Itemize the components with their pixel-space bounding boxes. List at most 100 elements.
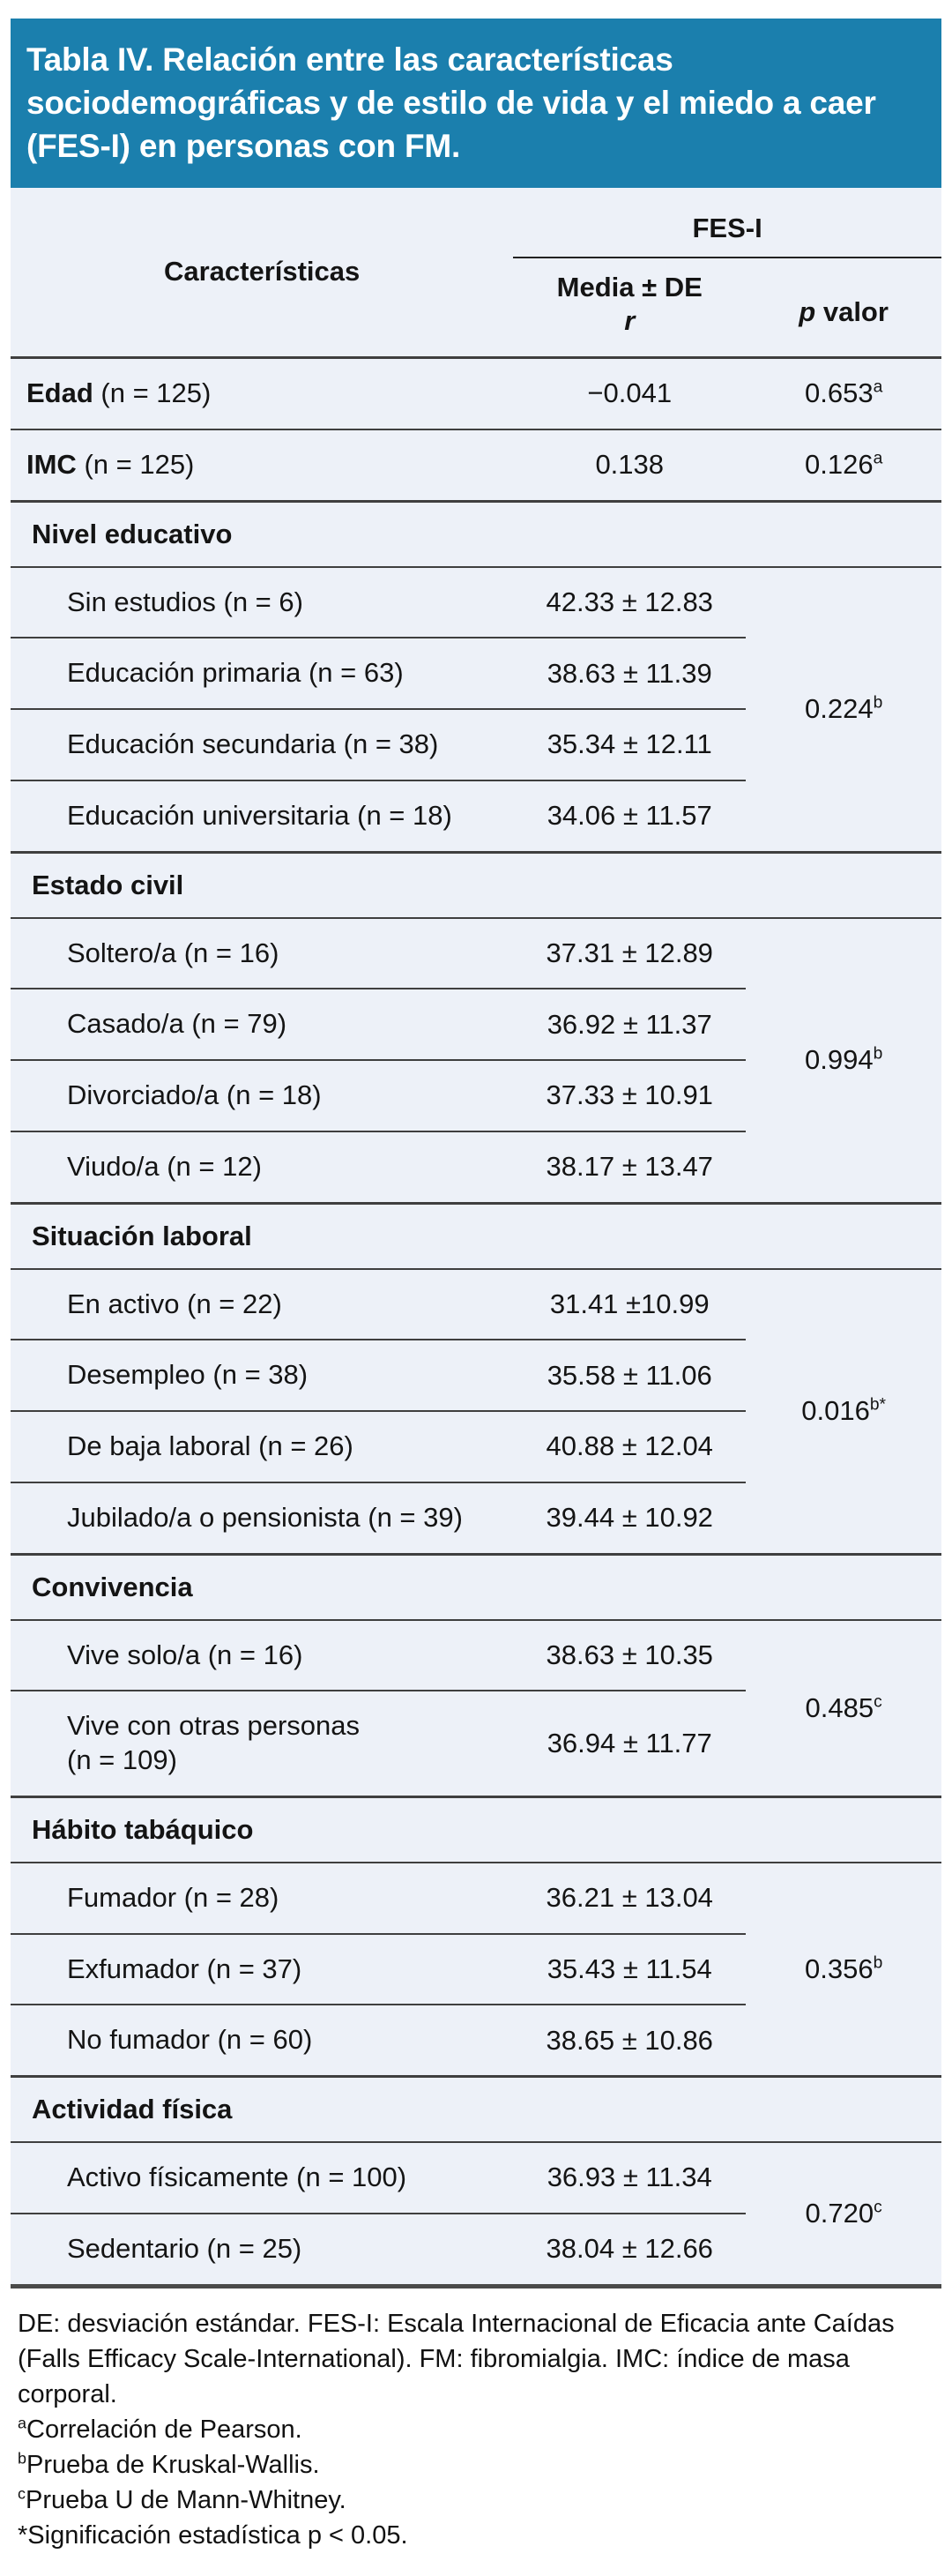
mean-cell: 38.17 ± 13.47 (513, 1131, 747, 1205)
characteristic-n: (n = 125) (76, 448, 195, 480)
table-row: Edad (n = 125) −0.041 0.653a (11, 357, 941, 430)
section-header-label: Estado civil (11, 852, 941, 919)
p-header-italic: p (799, 296, 816, 328)
mean-cell: 34.06 ± 11.57 (513, 780, 747, 854)
characteristic-cell: Educación universitaria (n = 18) (11, 780, 514, 854)
mean-cell: 38.63 ± 11.39 (513, 638, 747, 711)
mean-cell: 38.65 ± 10.86 (513, 2005, 747, 2079)
footnote-marker: c (874, 1692, 882, 1712)
characteristic-cell: De baja laboral (n = 26) (11, 1411, 514, 1483)
characteristic-cell: Vive solo/a (n = 16) (11, 1619, 514, 1692)
footnote-marker: b (873, 1953, 883, 1973)
table-row: Educación secundaria (n = 38) 35.34 ± 12.… (11, 709, 941, 781)
characteristic-n: (n = 125) (93, 377, 212, 409)
table-header: Características FES-I Media ± DE r p val… (11, 187, 941, 360)
mean-cell: 36.21 ± 13.04 (513, 1862, 747, 1935)
table-row: Casado/a (n = 79) 36.92 ± 11.37 (11, 989, 941, 1062)
footnote-line: cPrueba U de Mann-Whitney. (18, 2484, 346, 2514)
table-title: Tabla IV. Relación entre las característ… (11, 19, 941, 188)
section-header-row: Hábito tabáquico (11, 1796, 941, 1863)
column-group-header-fesi: FES-I (513, 187, 941, 258)
p-value-cell: 0.126a (746, 429, 941, 503)
mean-cell: 0.138 (513, 429, 747, 503)
footnote-marker: b* (869, 1395, 886, 1415)
mean-cell: 37.33 ± 10.91 (513, 1060, 747, 1132)
p-value-cell: 0.016b* (746, 1268, 941, 1556)
characteristic-cell: Sin estudios (n = 6) (11, 566, 514, 639)
p-value-cell: 0.653a (746, 357, 941, 430)
column-header-characteristics: Características (11, 187, 514, 360)
section-header-label: Convivencia (11, 1554, 941, 1621)
footnote-marker: b (873, 1044, 883, 1064)
table-row: Soltero/a (n = 16) 37.31 ± 12.89 0.994b (11, 917, 941, 1205)
mean-cell: 38.04 ± 12.66 (513, 2213, 747, 2289)
mean-header-line2-r: r (624, 305, 636, 337)
mean-cell: 36.94 ± 11.77 (513, 1691, 747, 1798)
characteristic-cell: Vive con otras personas (n = 109) (11, 1691, 514, 1798)
footnote-marker: a (873, 449, 883, 468)
table-row: Viudo/a (n = 12) 38.17 ± 13.47 (11, 1131, 941, 1205)
table-row: Desempleo (n = 38) 35.58 ± 11.06 (11, 1340, 941, 1413)
section-header-row: Estado civil (11, 852, 941, 919)
mean-header-line1: Media ± DE (556, 271, 703, 302)
mean-cell: 31.41 ±10.99 (513, 1268, 747, 1341)
table-row: Sedentario (n = 25) 38.04 ± 12.66 (11, 2213, 941, 2289)
section-header-row: Nivel educativo (11, 501, 941, 568)
characteristic-cell: Casado/a (n = 79) (11, 989, 514, 1062)
mean-cell: 35.58 ± 11.06 (513, 1340, 747, 1413)
table-row: Educación primaria (n = 63) 38.63 ± 11.39 (11, 638, 941, 711)
footnote-marker: b (873, 693, 883, 713)
characteristic-cell: No fumador (n = 60) (11, 2005, 514, 2079)
section-header-label: Actividad física (11, 2076, 941, 2144)
mean-cell: 38.63 ± 10.35 (513, 1619, 747, 1692)
mean-cell: 37.31 ± 12.89 (513, 917, 747, 990)
p-value-cell: 0.720c (746, 2142, 941, 2289)
footnote-marker: a (873, 378, 883, 398)
characteristic-n: (n = 109) (67, 1744, 177, 1776)
mean-cell: −0.041 (513, 357, 747, 430)
mean-cell: 36.92 ± 11.37 (513, 989, 747, 1062)
mean-cell: 35.34 ± 12.11 (513, 709, 747, 781)
characteristic-cell: Exfumador (n = 37) (11, 1933, 514, 2006)
section-header-label: Situación laboral (11, 1203, 941, 1270)
characteristic-cell: Edad (n = 125) (11, 357, 514, 430)
table-row: Fumador (n = 28) 36.21 ± 13.04 0.356b (11, 1862, 941, 2079)
p-value-cell: 0.224b (746, 566, 941, 854)
characteristic-cell: Fumador (n = 28) (11, 1862, 514, 1935)
characteristic-cell: Divorciado/a (n = 18) (11, 1060, 514, 1132)
mean-cell: 39.44 ± 10.92 (513, 1482, 747, 1556)
footnote-line: aCorrelación de Pearson. (18, 2414, 302, 2444)
table-row: Sin estudios (n = 6) 42.33 ± 12.83 0.224b (11, 566, 941, 854)
characteristic-cell: Soltero/a (n = 16) (11, 917, 514, 990)
table-row: IMC (n = 125) 0.138 0.126a (11, 429, 941, 503)
table-body: Edad (n = 125) −0.041 0.653a IMC (n = 125) 0… (11, 357, 941, 2289)
mean-cell: 42.33 ± 12.83 (513, 566, 747, 639)
characteristic-cell: Desempleo (n = 38) (11, 1340, 514, 1413)
footnote-marker: a (18, 2414, 26, 2431)
table-row: Vive con otras personas (n = 109) 36.94 ± … (11, 1691, 941, 1798)
footnotes: DE: desviación estándar. FES-I: Escala I… (11, 2288, 941, 2576)
footnote-marker: b (18, 2449, 26, 2468)
p-value-cell: 0.356b (746, 1862, 941, 2079)
table-row: En activo (n = 22) 31.41 ±10.99 0.016b* (11, 1268, 941, 1556)
section-header-row: Actividad física (11, 2076, 941, 2144)
footnote-line: DE: desviación estándar. FES-I: Escala I… (18, 2309, 895, 2408)
characteristic-cell: Educación primaria (n = 63) (11, 638, 514, 711)
header-row-columns: Media ± DE r p valor (11, 257, 941, 360)
table-row: Exfumador (n = 37) 35.43 ± 11.54 (11, 1933, 941, 2006)
table-row: No fumador (n = 60) 38.65 ± 10.86 (11, 2005, 941, 2079)
mean-cell: 36.93 ± 11.34 (513, 2142, 747, 2214)
section-header-label: Hábito tabáquico (11, 1796, 941, 1863)
mean-cell: 35.43 ± 11.54 (513, 1933, 747, 2006)
column-header-mean: Media ± DE r (513, 257, 747, 360)
characteristic-cell: IMC (n = 125) (11, 429, 514, 503)
table-row: Divorciado/a (n = 18) 37.33 ± 10.91 (11, 1060, 941, 1132)
table-row: Vive solo/a (n = 16) 38.63 ± 10.35 0.485c (11, 1619, 941, 1798)
p-value-cell: 0.994b (746, 917, 941, 1205)
characteristic-cell: Jubilado/a o pensionista (n = 39) (11, 1482, 514, 1556)
footnote-marker: c (18, 2484, 26, 2503)
p-value-cell: 0.485c (746, 1619, 941, 1798)
table-row: Activo físicamente (n = 100) 36.93 ± 11.3… (11, 2142, 941, 2289)
mean-cell: 40.88 ± 12.04 (513, 1411, 747, 1483)
